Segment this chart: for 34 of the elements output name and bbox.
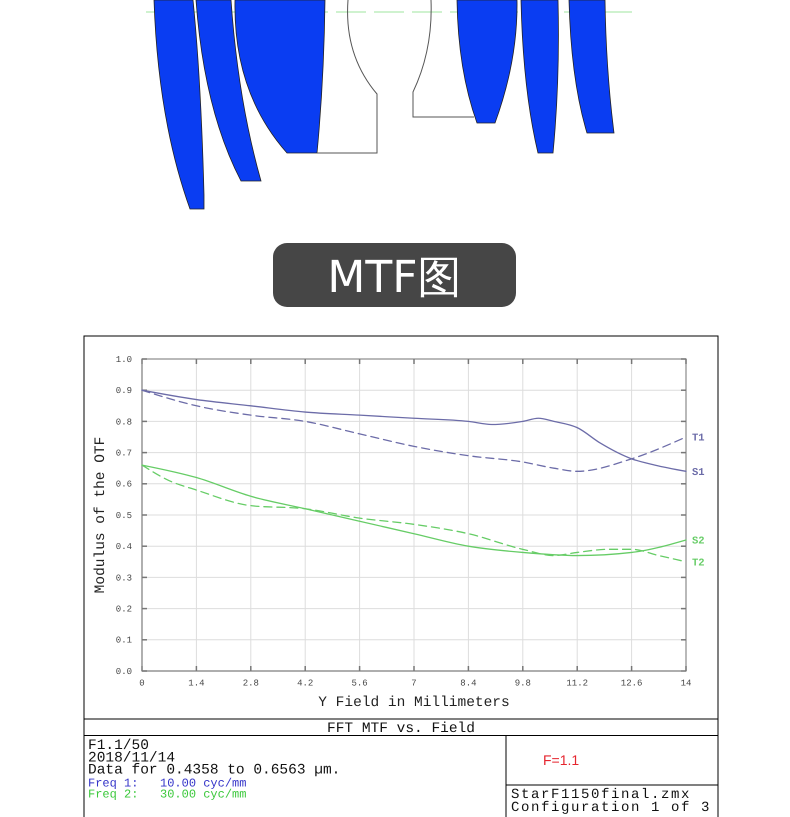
x-tick-label: 7 bbox=[411, 678, 417, 688]
series-label: T1 bbox=[692, 432, 705, 444]
series-label: S1 bbox=[692, 466, 705, 479]
text: Freq 2: 30.00 cyc/mm bbox=[88, 788, 246, 802]
x-tick-label: 5.6 bbox=[352, 678, 368, 688]
x-tick-label: 9.8 bbox=[514, 678, 531, 688]
x-tick-label: 12.6 bbox=[620, 678, 642, 688]
x-tick-label: 4.2 bbox=[297, 678, 314, 688]
y-tick-label: 0.3 bbox=[116, 573, 132, 584]
text: Freq 1: 10.00 cyc/mm bbox=[88, 776, 246, 790]
x-tick-label: 14 bbox=[680, 678, 692, 688]
series-label: T2 bbox=[692, 557, 705, 570]
x-axis-title: Y Field in Millimeters bbox=[318, 695, 510, 711]
series-label: S2 bbox=[692, 535, 705, 548]
y-tick-label: 0.4 bbox=[116, 542, 132, 552]
y-tick-label: 0.6 bbox=[116, 480, 132, 490]
x-tick-label: 1.4 bbox=[188, 678, 204, 688]
text: FFT MTF vs. Field bbox=[327, 721, 475, 737]
y-tick-label: 0.7 bbox=[116, 448, 132, 458]
x-tick-label: 0 bbox=[139, 678, 145, 688]
x-tick-label: 2.8 bbox=[242, 678, 259, 688]
y-tick-label: 0.0 bbox=[116, 666, 132, 677]
y-axis-title: Modulus of the OTF bbox=[93, 436, 109, 594]
text: Configuration 1 of 3 bbox=[511, 800, 712, 816]
y-tick-label: 0.8 bbox=[116, 417, 132, 428]
y-tick-label: 0.2 bbox=[116, 604, 132, 614]
x-tick-label: 11.2 bbox=[566, 678, 588, 688]
y-tick-label: 1.0 bbox=[116, 354, 132, 365]
text: F=1.1 bbox=[543, 752, 580, 768]
chart-title: MTF图 bbox=[327, 252, 462, 303]
x-tick-label: 8.4 bbox=[460, 678, 476, 688]
y-tick-label: 0.9 bbox=[116, 386, 132, 396]
y-tick-label: 0.1 bbox=[116, 636, 132, 646]
y-tick-label: 0.5 bbox=[116, 510, 132, 521]
